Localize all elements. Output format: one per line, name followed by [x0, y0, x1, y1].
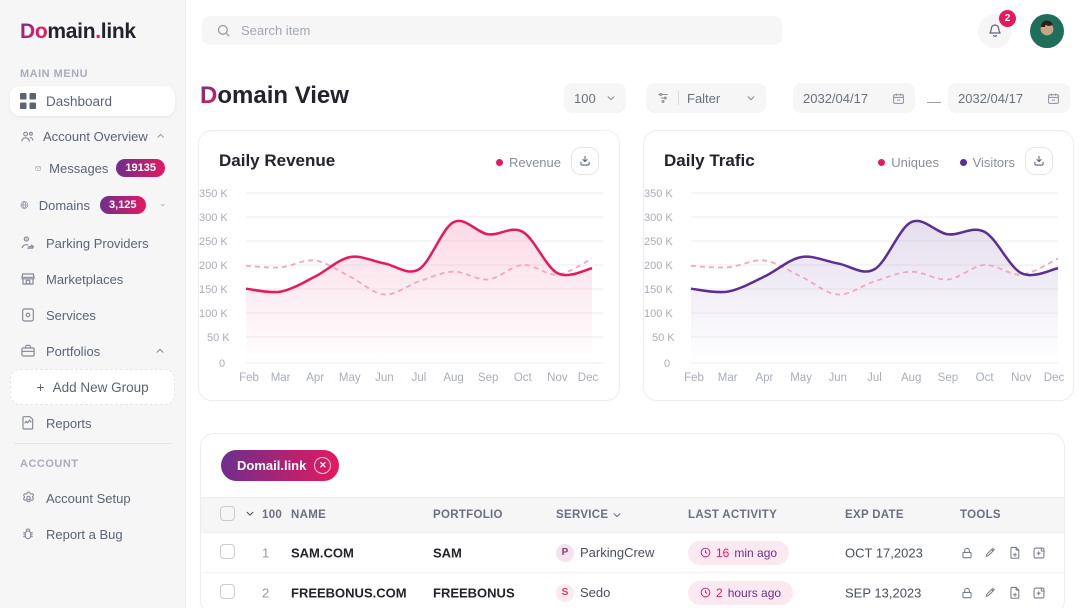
svg-text:150 K: 150 K: [644, 284, 673, 296]
svg-text:0: 0: [664, 358, 670, 370]
svg-text:Feb: Feb: [684, 372, 704, 384]
svg-text:Apr: Apr: [306, 372, 324, 384]
svg-text:Mar: Mar: [718, 372, 738, 384]
svg-text:May: May: [339, 372, 361, 384]
svg-text:Oct: Oct: [514, 372, 533, 384]
svg-text:300 K: 300 K: [199, 212, 228, 224]
svg-text:May: May: [790, 372, 812, 384]
svg-text:Aug: Aug: [901, 372, 921, 384]
svg-text:Feb: Feb: [239, 372, 259, 384]
svg-text:Sep: Sep: [938, 372, 958, 384]
svg-text:Apr: Apr: [755, 372, 773, 384]
svg-text:Sep: Sep: [478, 372, 498, 384]
svg-text:250 K: 250 K: [644, 236, 673, 248]
svg-text:Dec: Dec: [1044, 372, 1065, 384]
svg-text:Jul: Jul: [412, 372, 427, 384]
svg-text:300 K: 300 K: [644, 212, 673, 224]
svg-text:Jul: Jul: [867, 372, 882, 384]
svg-text:250 K: 250 K: [199, 236, 228, 248]
svg-text:Nov: Nov: [547, 372, 568, 384]
svg-text:200 K: 200 K: [644, 260, 673, 272]
svg-text:200 K: 200 K: [199, 260, 228, 272]
svg-text:Jun: Jun: [375, 372, 394, 384]
svg-text:Jun: Jun: [829, 372, 848, 384]
svg-text:Aug: Aug: [443, 372, 463, 384]
svg-text:Oct: Oct: [976, 372, 995, 384]
svg-text:350 K: 350 K: [199, 188, 228, 200]
svg-text:Nov: Nov: [1011, 372, 1032, 384]
svg-text:Mar: Mar: [271, 372, 291, 384]
svg-text:Dec: Dec: [578, 372, 599, 384]
svg-text:350 K: 350 K: [644, 188, 673, 200]
svg-text:0: 0: [219, 358, 225, 370]
svg-text:50 K: 50 K: [652, 332, 675, 344]
svg-text:100 K: 100 K: [644, 308, 673, 320]
svg-text:100 K: 100 K: [199, 308, 228, 320]
svg-text:150 K: 150 K: [199, 284, 228, 296]
svg-text:50 K: 50 K: [207, 332, 230, 344]
